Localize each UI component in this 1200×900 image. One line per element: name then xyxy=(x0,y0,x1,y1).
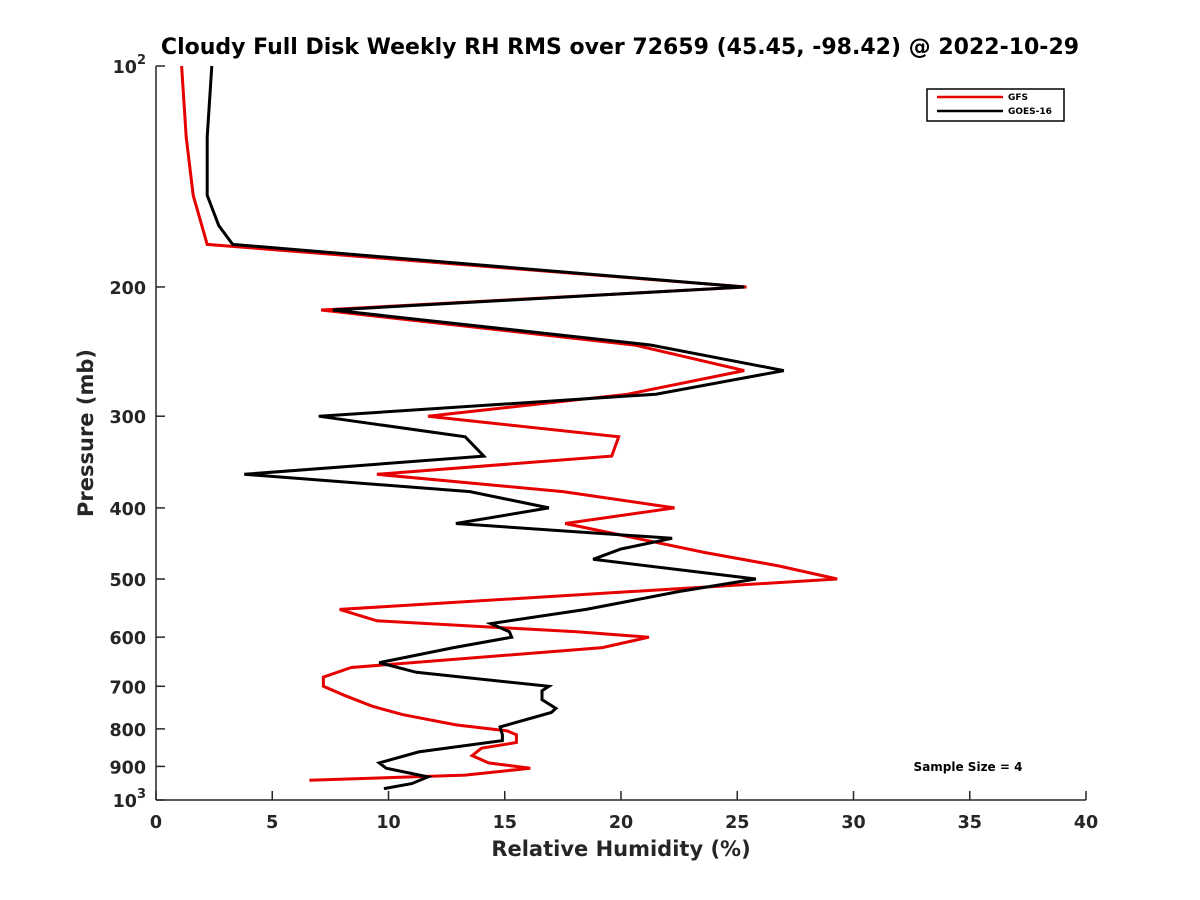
chart-title: Cloudy Full Disk Weekly RH RMS over 7265… xyxy=(161,35,1079,60)
x-tick-label: 5 xyxy=(266,813,278,833)
x-axis-ticks: 0 5 10 15 20 25 30 35 40 xyxy=(150,791,1098,833)
y-tick-label: 600 xyxy=(109,629,146,649)
y-tick-base: 10 xyxy=(113,792,137,812)
y-tick-label: 800 xyxy=(109,721,146,741)
x-tick-label: 20 xyxy=(609,813,633,833)
x-tick-label: 15 xyxy=(493,813,517,833)
legend: GFS GOES-16 xyxy=(926,88,1065,122)
y-tick-exponent: 2 xyxy=(137,53,146,68)
y-tick-label: 102 xyxy=(113,53,146,78)
y-tick-label: 400 xyxy=(109,500,146,520)
y-tick-label: 200 xyxy=(109,279,146,299)
x-tick-label: 40 xyxy=(1074,813,1098,833)
x-tick-label: 0 xyxy=(150,813,162,833)
legend-label-goes16: GOES-16 xyxy=(1008,107,1052,117)
x-tick-label: 25 xyxy=(725,813,749,833)
y-axis-label: Pressure (mb) xyxy=(74,349,98,517)
series-line-goes-16 xyxy=(205,65,785,791)
series-line-gfs xyxy=(180,65,838,782)
series-layer xyxy=(180,65,838,791)
legend-box xyxy=(926,88,1065,122)
y-tick-label: 103 xyxy=(113,787,146,812)
y-tick-base: 10 xyxy=(113,58,137,78)
x-tick-label: 30 xyxy=(841,813,865,833)
y-tick-label: 900 xyxy=(109,758,146,778)
y-tick-label: 500 xyxy=(109,571,146,591)
x-axis-label: Relative Humidity (%) xyxy=(491,837,750,861)
y-tick-label: 700 xyxy=(109,678,146,698)
sample-size-annotation: Sample Size = 4 xyxy=(914,760,1023,774)
x-tick-label: 35 xyxy=(958,813,982,833)
x-tick-label: 10 xyxy=(376,813,400,833)
y-tick-label: 300 xyxy=(109,408,146,428)
legend-label-gfs: GFS xyxy=(1008,93,1028,103)
y-tick-exponent: 3 xyxy=(137,787,146,802)
